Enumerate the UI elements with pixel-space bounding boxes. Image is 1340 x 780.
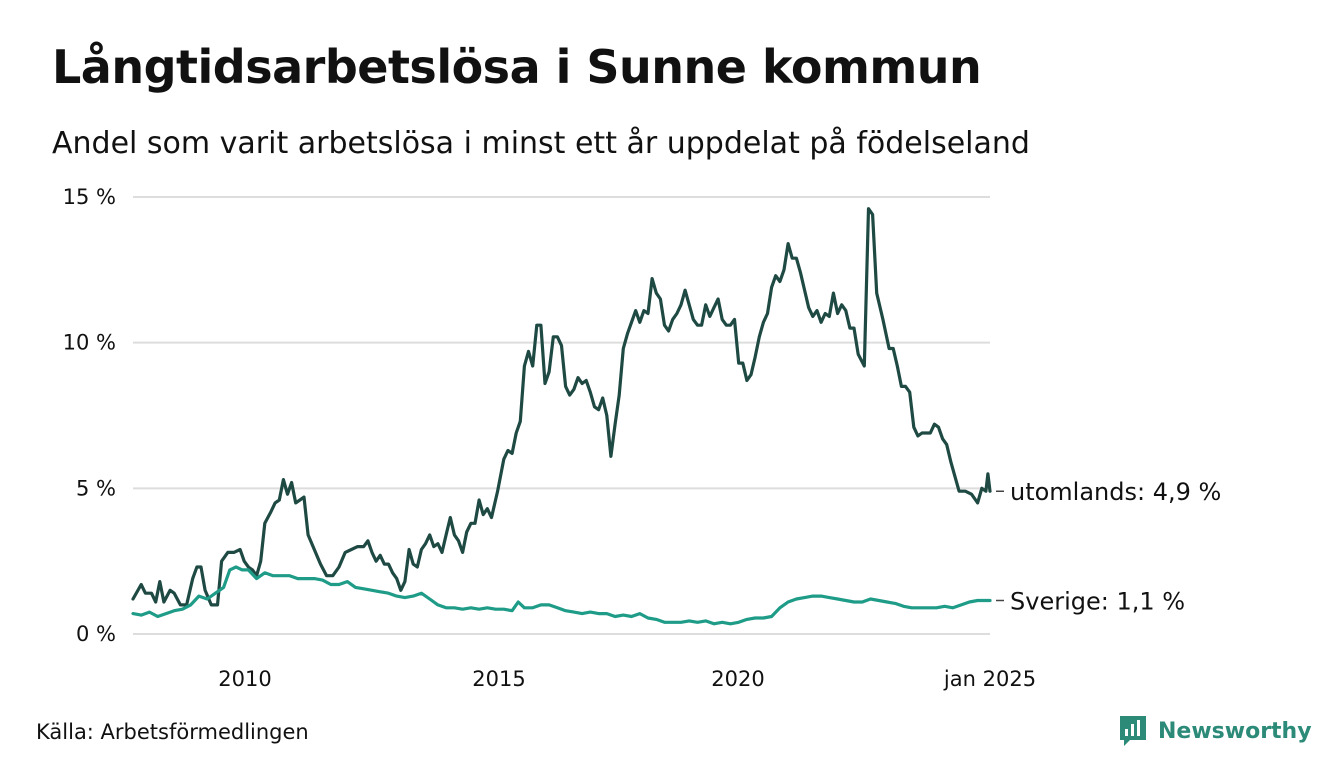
newsworthy-logo-icon: [1120, 716, 1146, 746]
series-line-utomlands[interactable]: [131, 207, 992, 607]
y-tick-label: 5 %: [76, 476, 116, 500]
brand-logo[interactable]: Newsworthy: [1118, 713, 1312, 749]
y-tick-label: 10 %: [63, 331, 116, 355]
series-layer: [131, 207, 992, 626]
x-tick-label: 2015: [472, 667, 525, 691]
source-note: Källa: Arbetsförmedlingen: [36, 720, 309, 744]
brand-name: Newsworthy: [1158, 718, 1312, 744]
x-tick-label: 2020: [711, 667, 764, 691]
x-tick-label: jan 2025: [943, 667, 1036, 691]
x-tick-label: 2010: [218, 667, 271, 691]
end-label-layer: utomlands: 4,9 % Sverige: 1,1 %: [996, 478, 1221, 615]
series-line-sverige[interactable]: [131, 565, 992, 626]
chart-subtitle: Andel som varit arbetslösa i minst ett å…: [52, 126, 1030, 161]
y-tick-label: 0 %: [76, 622, 116, 646]
grid-layer: [133, 196, 990, 635]
end-label-sverige: Sverige: 1,1 %: [1010, 587, 1185, 615]
chart-title: Långtidsarbetslösa i Sunne kommun: [52, 40, 982, 94]
end-label-utomlands: utomlands: 4,9 %: [1010, 478, 1221, 506]
axis-layer: 0 % 5 % 10 % 15 % 2010 2015 2020 jan 2025: [63, 185, 1036, 691]
y-tick-label: 15 %: [63, 185, 116, 209]
